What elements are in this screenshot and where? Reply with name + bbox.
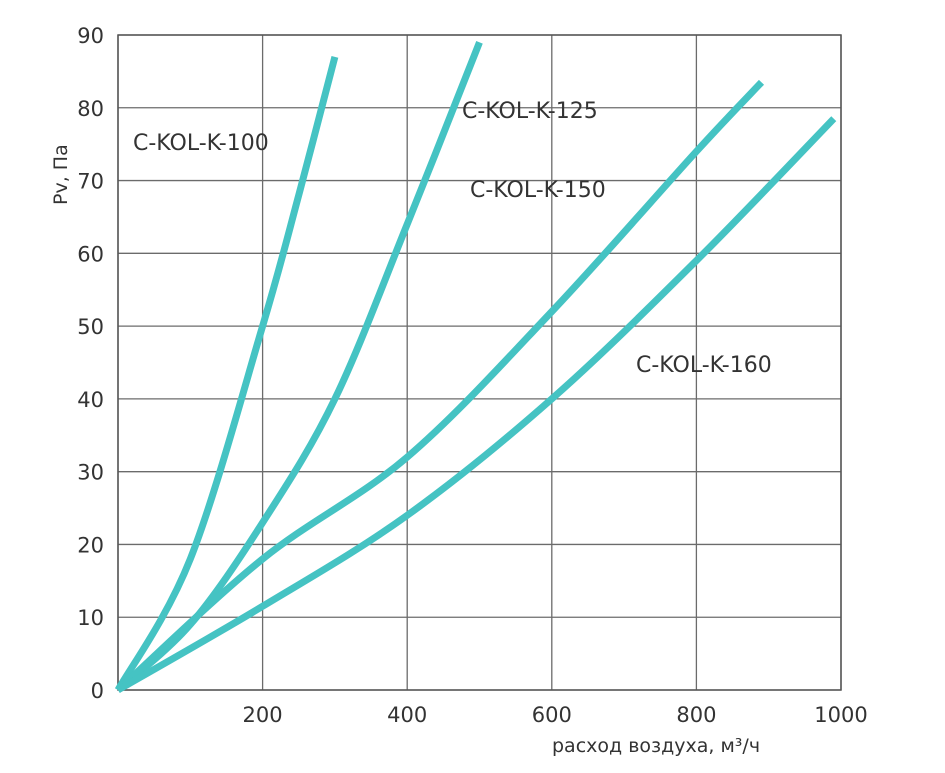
plot-frame xyxy=(117,34,842,691)
y-tick-label: 50 xyxy=(77,315,104,339)
y-tick-label: 0 xyxy=(91,679,104,703)
series-line xyxy=(114,55,339,692)
y-tick-label: 20 xyxy=(77,533,104,557)
series-label: C-KOL-K-150 xyxy=(470,178,606,203)
series-labels: C-KOL-K-100 C-KOL-K-125 C-KOL-K-150 C-KOL-K… xyxy=(133,99,772,378)
x-axis-label: расход воздуха, м³/ч xyxy=(552,735,760,757)
y-tick-label: 80 xyxy=(77,97,104,121)
tick-labels: 0 10 20 30 40 50 60 70 80 90 200 400 600 800 1000 xyxy=(77,24,867,727)
x-tick-label: 200 xyxy=(243,703,283,727)
y-tick-label: 10 xyxy=(77,606,104,630)
series-label: C-KOL-K-125 xyxy=(462,99,598,124)
series-line xyxy=(115,79,765,693)
grid xyxy=(117,34,842,691)
y-axis-label: Pv, Па xyxy=(50,144,72,205)
y-tick-label: 40 xyxy=(77,388,104,412)
y-tick-label: 60 xyxy=(77,242,104,266)
y-tick-label: 30 xyxy=(77,461,104,485)
x-tick-label: 800 xyxy=(676,703,716,727)
y-tick-label: 70 xyxy=(77,170,104,194)
x-tick-label: 1000 xyxy=(814,703,867,727)
series-line xyxy=(116,116,837,694)
curves xyxy=(114,40,837,694)
series-label: C-KOL-K-160 xyxy=(636,353,772,378)
y-tick-label: 90 xyxy=(77,24,104,48)
series-label: C-KOL-K-100 xyxy=(133,131,269,156)
x-tick-label: 600 xyxy=(532,703,572,727)
x-tick-label: 400 xyxy=(387,703,427,727)
